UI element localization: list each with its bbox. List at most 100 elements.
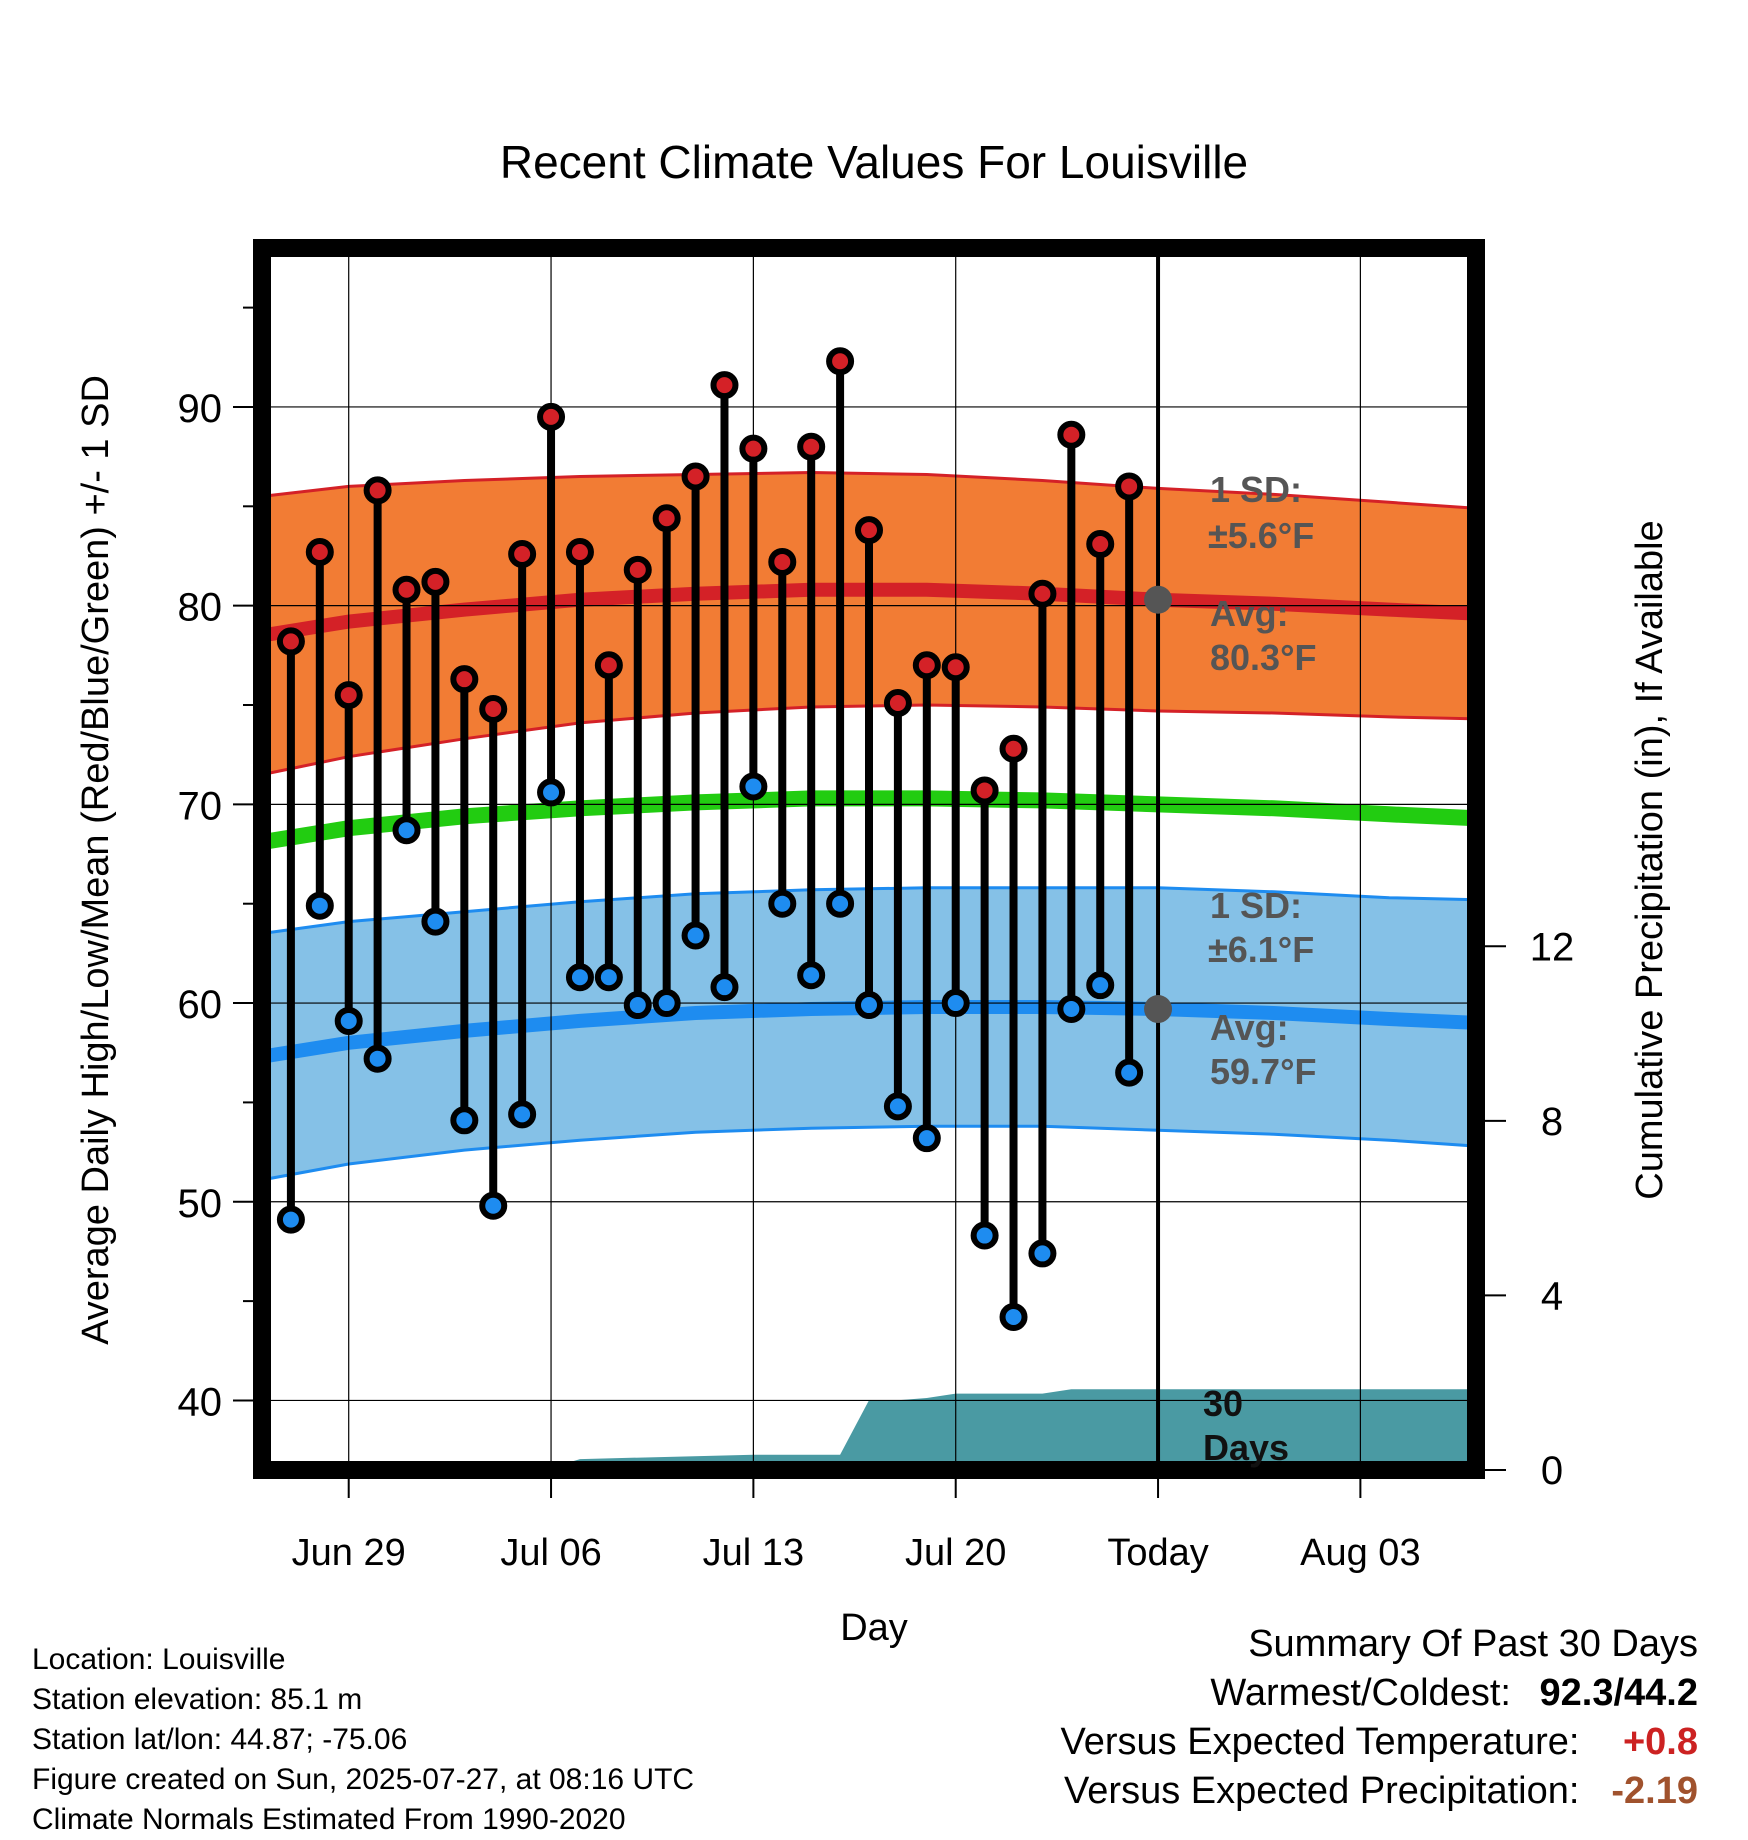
daily-high-point (508, 539, 537, 568)
daily-high-point (421, 567, 450, 596)
daily-low-point (421, 907, 450, 936)
daily-range-stems (286, 361, 1134, 1318)
y2-tick-label: 12 (1530, 925, 1575, 969)
daily-high-point (1057, 420, 1086, 449)
period-label-line1: 30 (1203, 1383, 1243, 1424)
today-marker (1144, 248, 1173, 1470)
daily-low-point (883, 1092, 912, 1121)
daily-high-point (1028, 579, 1057, 608)
precip-label: Versus Expected Precipitation: (1064, 1770, 1580, 1812)
daily-low-point (392, 816, 421, 845)
daily-high-point (970, 776, 999, 805)
daily-points (276, 347, 1144, 1332)
daily-low-point (1115, 1058, 1144, 1087)
daily-high-point (883, 689, 912, 718)
daily-high-point (912, 651, 941, 680)
daily-high-point (999, 734, 1028, 763)
today-high-average-marker (1144, 585, 1173, 614)
daily-low-point (537, 778, 566, 807)
temp-row: Versus Expected Temperature: +0.8 (1061, 1718, 1698, 1767)
y-tick-label: 80 (178, 586, 223, 630)
y-axis-label: Average Daily High/Low/Mean (Red/Blue/Gr… (75, 375, 117, 1345)
daily-low-point (594, 963, 623, 992)
daily-low-point (797, 961, 826, 990)
axis-ticks: Jun 29 Jul 06 Jul 13 Jul 20 Today Aug 0340506… (178, 306, 1575, 1574)
y2-tick-label: 0 (1541, 1449, 1563, 1493)
daily-low-point (970, 1221, 999, 1250)
daily-low-point (479, 1191, 508, 1220)
warm-cold-row: Warmest/Coldest: 92.3/44.2 (1061, 1669, 1698, 1718)
daily-high-point (739, 434, 768, 463)
daily-high-point (363, 476, 392, 505)
daily-low-point (681, 921, 710, 950)
daily-low-point (1086, 971, 1115, 1000)
low-avg-label: Avg: (1210, 1007, 1289, 1048)
plot-border (253, 239, 1485, 1479)
precipitation-fill (262, 1389, 1476, 1470)
daily-low-point (710, 973, 739, 1002)
daily-low-point (739, 772, 768, 801)
daily-high-point (537, 402, 566, 431)
daily-high-point (826, 347, 855, 376)
daily-low-point (1057, 995, 1086, 1024)
precip-row: Versus Expected Precipitation: -2.19 (1061, 1767, 1698, 1816)
period-label-line2: Days (1203, 1427, 1289, 1468)
daily-high-point (392, 575, 421, 604)
y-tick-label: 90 (178, 387, 223, 431)
x-tick-label: Jul 20 (905, 1532, 1006, 1574)
daily-high-point (1086, 530, 1115, 559)
y-tick-label: 40 (178, 1380, 223, 1424)
daily-high-point (855, 516, 883, 545)
y-tick-label: 60 (178, 983, 223, 1027)
temp-label: Versus Expected Temperature: (1060, 1721, 1580, 1763)
high-sd-value: ±5.6°F (1208, 515, 1314, 556)
x-tick-label: Today (1107, 1532, 1208, 1574)
daily-high-point (450, 665, 479, 694)
daily-low-point (1028, 1239, 1057, 1268)
x-tick-label: Jul 13 (703, 1532, 804, 1574)
elevation-text: Station elevation: 85.1 m (32, 1683, 363, 1716)
daily-high-point (768, 547, 797, 576)
daily-low-point (912, 1124, 941, 1153)
daily-low-point (768, 889, 797, 918)
chart-title: Recent Climate Values For Louisville (500, 136, 1248, 188)
daily-low-point (652, 989, 681, 1018)
daily-high-point (710, 371, 739, 400)
daily-low-point (999, 1303, 1028, 1332)
daily-high-point (1115, 472, 1144, 501)
daily-high-point (652, 504, 681, 533)
today-low-average-marker (1144, 995, 1173, 1024)
summary-panel: Summary Of Past 30 Days Warmest/Coldest:… (1061, 1620, 1698, 1816)
y2-tick-label: 4 (1541, 1274, 1563, 1318)
created-text: Figure created on Sun, 2025-07-27, at 08… (32, 1763, 695, 1796)
daily-high-point (797, 432, 826, 461)
plot-frame (253, 239, 1485, 1479)
low-avg-value: 59.7°F (1210, 1051, 1316, 1092)
daily-high-point (681, 462, 710, 491)
daily-low-point (941, 989, 970, 1018)
location-text: Location: Louisville (32, 1643, 286, 1676)
y2-axis-label: Cumulative Precipitation (in), If Availa… (1629, 520, 1671, 1199)
y-tick-label: 50 (178, 1182, 223, 1226)
daily-low-point (565, 963, 594, 992)
high-avg-value: 80.3°F (1210, 637, 1316, 678)
x-tick-label: Jul 06 (500, 1532, 601, 1574)
summary-title: Summary Of Past 30 Days (1248, 1623, 1698, 1665)
daily-high-point (623, 555, 652, 584)
precip-value: -2.19 (1611, 1770, 1698, 1812)
daily-low-point (623, 991, 652, 1020)
station-info: Location: Louisville Station elevation: … (32, 1640, 694, 1840)
daily-high-point (276, 627, 305, 656)
latlon-text: Station lat/lon: 44.87; -75.06 (32, 1723, 408, 1756)
daily-high-point (565, 538, 594, 567)
daily-low-point (826, 889, 855, 918)
temp-value: +0.8 (1622, 1721, 1698, 1763)
y2-tick-label: 8 (1541, 1100, 1563, 1144)
daily-low-point (305, 891, 334, 920)
daily-high-point (334, 681, 363, 710)
daily-high-point (594, 651, 623, 680)
daily-high-point (305, 538, 334, 567)
daily-low-point (334, 1006, 363, 1035)
warm-cold-value: 92.3/44.2 (1539, 1672, 1698, 1714)
